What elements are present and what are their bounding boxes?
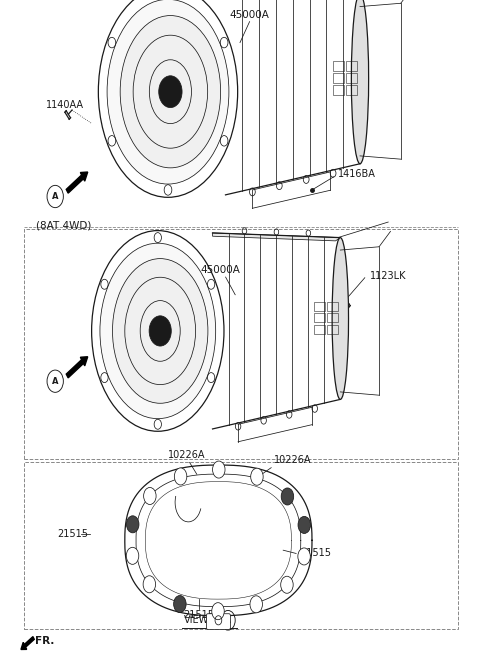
- Circle shape: [250, 596, 263, 613]
- Circle shape: [174, 595, 186, 612]
- Bar: [327, 325, 337, 333]
- Text: 21515: 21515: [58, 529, 89, 539]
- FancyBboxPatch shape: [206, 614, 230, 629]
- Text: A: A: [52, 377, 59, 386]
- Ellipse shape: [100, 243, 216, 419]
- Polygon shape: [213, 233, 340, 241]
- Circle shape: [126, 548, 139, 565]
- Text: 1140AA: 1140AA: [46, 100, 84, 110]
- Ellipse shape: [107, 0, 229, 184]
- Circle shape: [174, 468, 187, 485]
- Bar: [333, 73, 344, 83]
- Ellipse shape: [112, 259, 208, 403]
- Text: 45000A: 45000A: [229, 10, 270, 20]
- Bar: [333, 62, 344, 71]
- Ellipse shape: [351, 0, 369, 164]
- Text: (8AT 4WD): (8AT 4WD): [36, 221, 91, 231]
- Text: 10226A: 10226A: [168, 450, 206, 460]
- Bar: [327, 302, 337, 311]
- Circle shape: [281, 488, 294, 505]
- Text: 45000A: 45000A: [201, 265, 241, 275]
- Circle shape: [298, 548, 311, 565]
- Circle shape: [281, 576, 293, 593]
- Circle shape: [126, 515, 139, 533]
- Circle shape: [213, 461, 225, 478]
- Ellipse shape: [332, 238, 348, 400]
- Circle shape: [212, 603, 224, 620]
- Bar: [314, 302, 325, 311]
- Bar: [327, 314, 337, 322]
- Circle shape: [251, 468, 263, 485]
- Text: 21515: 21515: [184, 610, 215, 620]
- Text: VIEW: VIEW: [183, 615, 209, 626]
- FancyArrow shape: [66, 172, 88, 193]
- Text: A: A: [52, 192, 59, 201]
- Circle shape: [159, 76, 182, 107]
- Circle shape: [144, 487, 156, 504]
- Circle shape: [149, 316, 171, 346]
- Bar: [24, 462, 458, 629]
- Bar: [346, 73, 357, 83]
- FancyArrow shape: [66, 357, 88, 378]
- Ellipse shape: [120, 16, 221, 168]
- Bar: [314, 325, 325, 333]
- Text: 1416BA: 1416BA: [338, 168, 376, 179]
- Text: 10226A: 10226A: [274, 455, 311, 465]
- Text: FR.: FR.: [35, 635, 54, 646]
- Text: 21515: 21515: [300, 548, 331, 559]
- Bar: [24, 229, 458, 458]
- Text: A: A: [225, 616, 231, 625]
- Bar: [346, 85, 357, 94]
- FancyArrow shape: [21, 637, 34, 650]
- Text: 1123LK: 1123LK: [370, 271, 406, 282]
- Bar: [314, 314, 325, 322]
- Circle shape: [298, 516, 311, 533]
- Circle shape: [143, 576, 156, 593]
- Bar: [333, 85, 344, 94]
- Bar: [346, 62, 357, 71]
